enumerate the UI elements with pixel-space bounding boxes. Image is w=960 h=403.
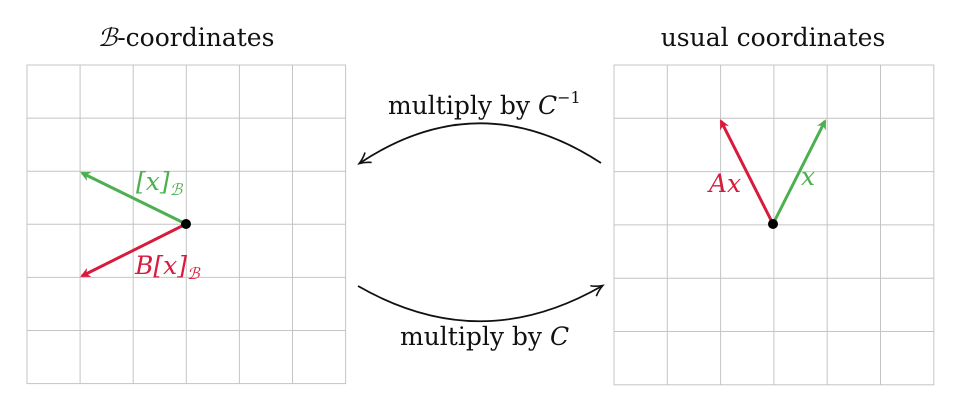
left-green-vector: [80, 171, 187, 226]
bottom-arc-arrow: [357, 286, 602, 323]
right-red-label: Ax: [707, 169, 741, 198]
left-origin-point: [181, 219, 191, 229]
bottom-label-prefix: multiply by: [400, 322, 550, 351]
left-red-label: B[x]ℬ: [134, 251, 201, 283]
left-grid: [26, 64, 347, 385]
top-label-var: C: [538, 91, 557, 120]
script-b-symbol: ℬ: [98, 23, 120, 52]
left-panel: ℬ-coordinates [x]ℬ B[x]ℬ: [26, 23, 347, 385]
right-panel-title: usual coordinates: [661, 23, 886, 52]
right-red-vector: [719, 119, 775, 225]
top-transform-arrow: multiply by C−1: [360, 88, 602, 163]
left-title-rest: -coordinates: [117, 23, 274, 52]
right-green-vector: [771, 119, 827, 225]
top-arc-arrow: [360, 122, 602, 163]
top-label-prefix: multiply by: [388, 91, 538, 120]
left-red-vector: [80, 222, 187, 278]
top-arrow-label: multiply by C−1: [388, 88, 581, 120]
left-panel-title: ℬ-coordinates: [98, 23, 275, 52]
right-origin-point: [768, 219, 778, 229]
green-label-subscript: ℬ: [170, 180, 184, 199]
bottom-arrow-label: multiply by C: [400, 322, 569, 351]
right-green-label: x: [801, 162, 815, 191]
red-label-main: B[x]: [134, 251, 187, 280]
green-label-main: [x]: [136, 167, 170, 196]
left-green-label: [x]ℬ: [136, 167, 184, 199]
bottom-transform-arrow: multiply by C: [357, 286, 602, 351]
right-panel: usual coordinates x Ax: [613, 23, 935, 386]
top-label-superscript: −1: [557, 88, 581, 107]
red-label-subscript: ℬ: [187, 264, 201, 283]
bottom-label-var: C: [550, 322, 569, 351]
